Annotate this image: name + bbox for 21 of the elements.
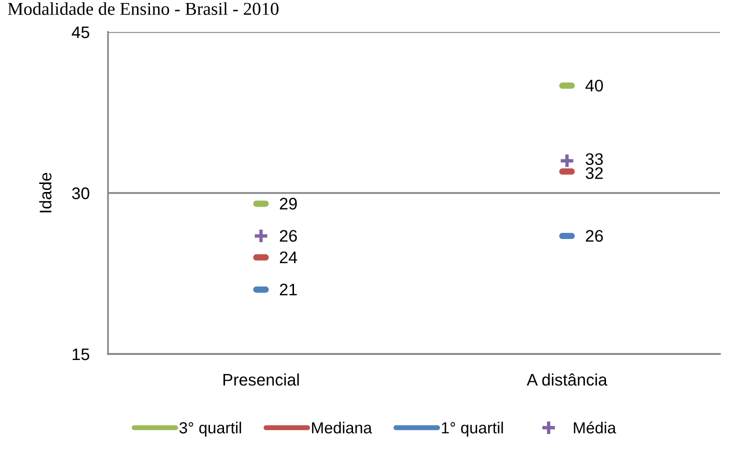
point — [559, 152, 575, 169]
y-axis-title: Idade — [39, 172, 52, 212]
y-tick-label: 30 — [72, 187, 90, 200]
legend-label: 1° quartil — [442, 422, 503, 437]
point — [253, 228, 269, 244]
x-tick-label: A distância — [526, 373, 608, 386]
x-tick-label: Presencial — [223, 373, 299, 386]
data-label: 32 — [586, 167, 603, 180]
data-label: 29 — [280, 198, 297, 210]
legend-label: Média — [574, 422, 616, 434]
data-label: 24 — [280, 251, 298, 264]
data-label: 21 — [280, 284, 297, 296]
legend-label: Mediana — [312, 422, 372, 434]
data-label: 33 — [586, 153, 603, 166]
y-tick-label: 15 — [72, 348, 90, 360]
data-label: 26 — [280, 230, 297, 242]
legend-label: 3° quartil — [179, 422, 242, 437]
data-label: 26 — [586, 230, 603, 242]
data-label: 40 — [585, 80, 603, 92]
chart-title: Modalidade de Ensino - Brasil - 2010 — [8, 2, 278, 15]
y-tick-label: 45 — [72, 26, 90, 38]
